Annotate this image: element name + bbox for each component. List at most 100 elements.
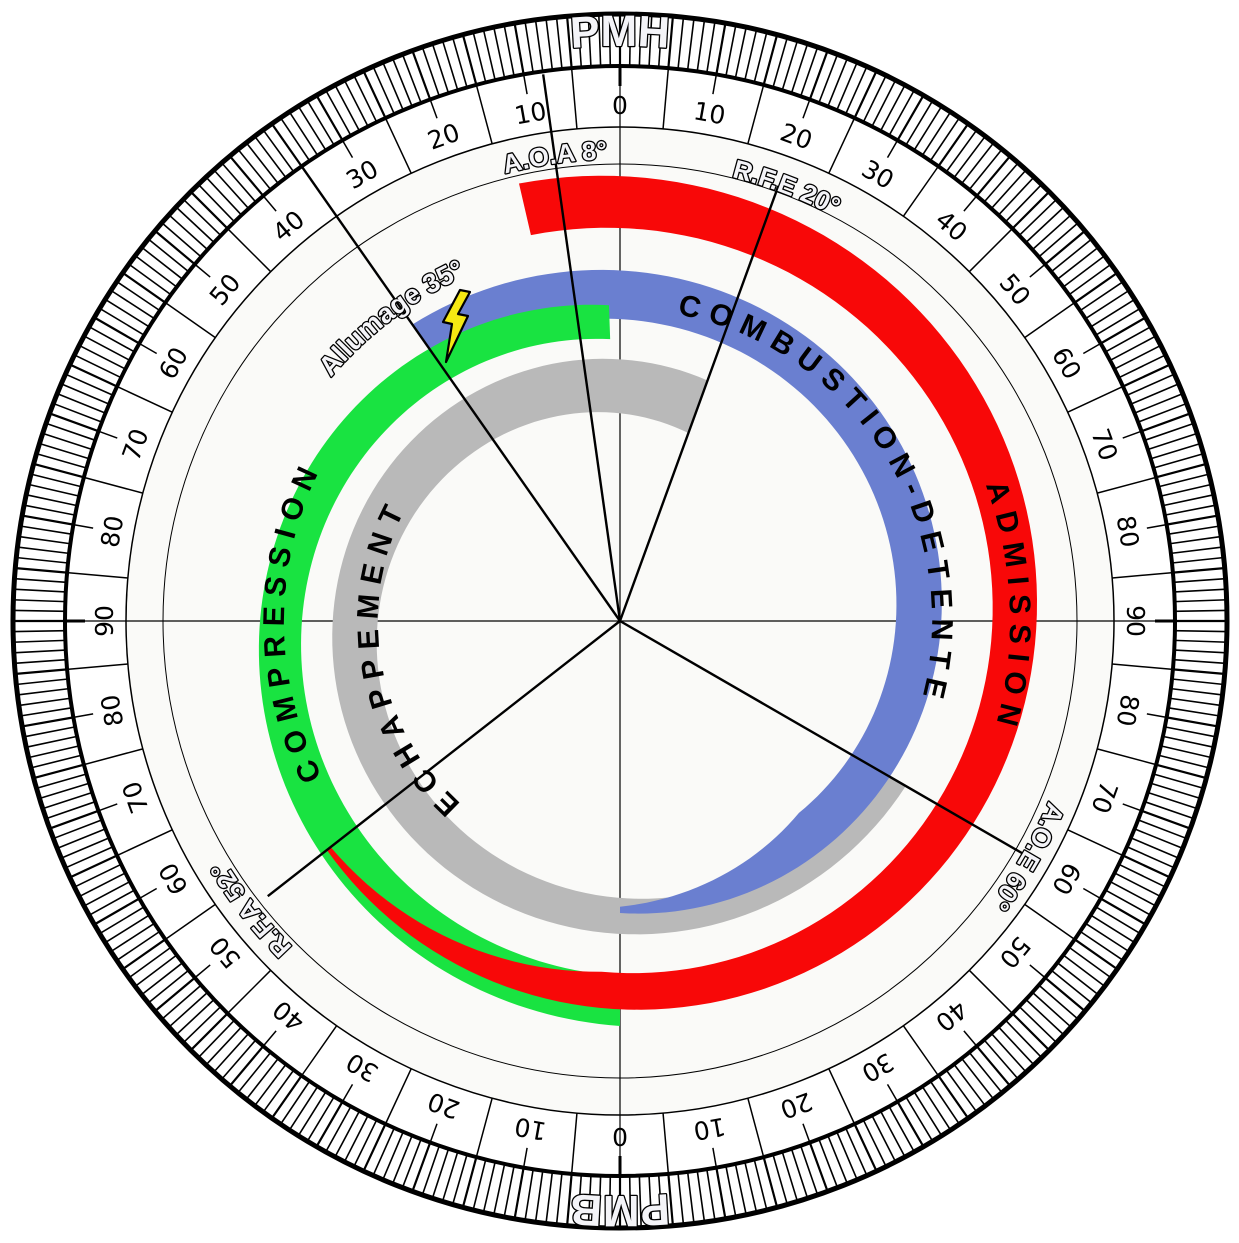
tick-mark: [853, 1123, 877, 1170]
tick-mark: [827, 1135, 848, 1183]
tick-mark: [402, 55, 422, 104]
tick-mark: [1166, 514, 1216, 526]
tick-mark: [15, 609, 66, 613]
tick-mark-5: [227, 969, 272, 1014]
tick-mark-10: [262, 1030, 277, 1047]
tick-mark: [1122, 364, 1169, 388]
tick-mark-5: [116, 385, 173, 413]
tick-mark-5: [67, 571, 128, 579]
tick-mark: [1147, 433, 1196, 451]
tick-mark: [975, 1045, 1010, 1086]
tick-mark: [335, 1110, 361, 1156]
tick-mark: [566, 18, 573, 69]
tick-mark: [513, 1167, 525, 1217]
tick-mark: [472, 1159, 487, 1209]
tick-mark: [452, 39, 468, 88]
tick-mark-10: [1029, 263, 1046, 278]
tick-mark: [961, 1057, 994, 1099]
tick-mark: [1073, 273, 1117, 304]
tick-mark: [101, 906, 145, 934]
tick-mark-5: [384, 1068, 412, 1125]
tick-mark: [1155, 763, 1205, 779]
tick-mark: [1174, 649, 1225, 654]
tick-mark: [677, 1172, 685, 1223]
tick-mark: [230, 156, 265, 197]
tick-mark: [41, 443, 90, 460]
tick-mark: [149, 239, 190, 273]
tick-mark: [862, 1119, 886, 1166]
tick-mark: [913, 107, 942, 151]
tick-mark: [937, 124, 968, 168]
tick-mark: [990, 1032, 1026, 1072]
tick-mark: [90, 326, 135, 353]
tick-mark: [35, 463, 85, 479]
tick-mark: [18, 556, 69, 564]
tick-mark: [1168, 525, 1218, 535]
tick-mark: [442, 1151, 459, 1200]
scale-number: 10: [691, 96, 727, 130]
tick-mark: [1171, 556, 1222, 564]
phase-bands: [258, 175, 1038, 1026]
tick-mark: [921, 1086, 951, 1129]
tick-mark-5: [475, 84, 493, 145]
tick-mark: [272, 124, 303, 168]
tick-mark: [1126, 846, 1174, 868]
tick-mark: [117, 930, 161, 960]
tick-mark-10: [98, 430, 118, 439]
tick-mark-10: [262, 195, 277, 212]
tick-mark-10: [963, 1030, 978, 1047]
tick-mark-5: [83, 476, 144, 494]
tick-mark: [1050, 969, 1091, 1003]
tick-mark: [382, 1131, 404, 1179]
tick-mark: [28, 494, 78, 507]
tick-mark: [15, 649, 66, 654]
tick-mark: [307, 1096, 335, 1140]
tick-mark: [325, 1106, 352, 1151]
tick-mark: [169, 215, 209, 251]
tick-mark: [566, 1173, 573, 1224]
tick-mark: [1162, 735, 1212, 748]
tick-mark: [608, 16, 612, 67]
tick-mark: [1068, 946, 1110, 978]
tick-mark: [744, 31, 757, 81]
tick-mark: [1073, 938, 1117, 969]
pmb-label: PMB: [569, 1184, 671, 1235]
tick-mark: [1160, 745, 1210, 758]
tick-mark: [75, 863, 122, 887]
tick-mark: [1109, 880, 1155, 906]
tick-mark: [1079, 282, 1123, 312]
tick-mark: [744, 1161, 757, 1211]
scale-number: 90: [1121, 605, 1150, 637]
tick-mark: [1174, 588, 1225, 593]
tick-mark: [298, 1091, 327, 1135]
tick-mark: [255, 137, 287, 179]
tick-mark: [983, 163, 1018, 203]
tick-mark: [354, 76, 378, 123]
tick-mark: [412, 52, 432, 100]
tick-mark: [1137, 403, 1186, 423]
lightning-bolt-icon: [441, 288, 472, 364]
tick-mark: [106, 914, 150, 943]
tick-mark: [1090, 914, 1134, 943]
tick-mark: [402, 1138, 422, 1187]
tick-mark: [1170, 546, 1221, 555]
tick-mark: [316, 96, 344, 141]
tick-mark: [1056, 247, 1098, 280]
tick-mark: [753, 33, 768, 83]
tick-mark: [344, 1115, 369, 1161]
tick-mark: [845, 1127, 867, 1175]
tick-mark: [16, 577, 67, 584]
tick-mark: [961, 143, 994, 185]
tick-mark: [142, 962, 184, 995]
tick-mark: [896, 96, 924, 141]
tick-mark: [1004, 185, 1041, 223]
tick-mark: [62, 383, 110, 405]
tick-mark: [155, 231, 196, 266]
tick-mark: [363, 1123, 387, 1170]
tick-mark-5: [164, 903, 216, 940]
tick-mark-5: [968, 969, 1013, 1014]
tick-mark-5: [116, 829, 173, 857]
tick-mark: [1141, 413, 1189, 433]
tick-mark: [879, 1110, 905, 1156]
tick-mark: [1109, 336, 1155, 362]
